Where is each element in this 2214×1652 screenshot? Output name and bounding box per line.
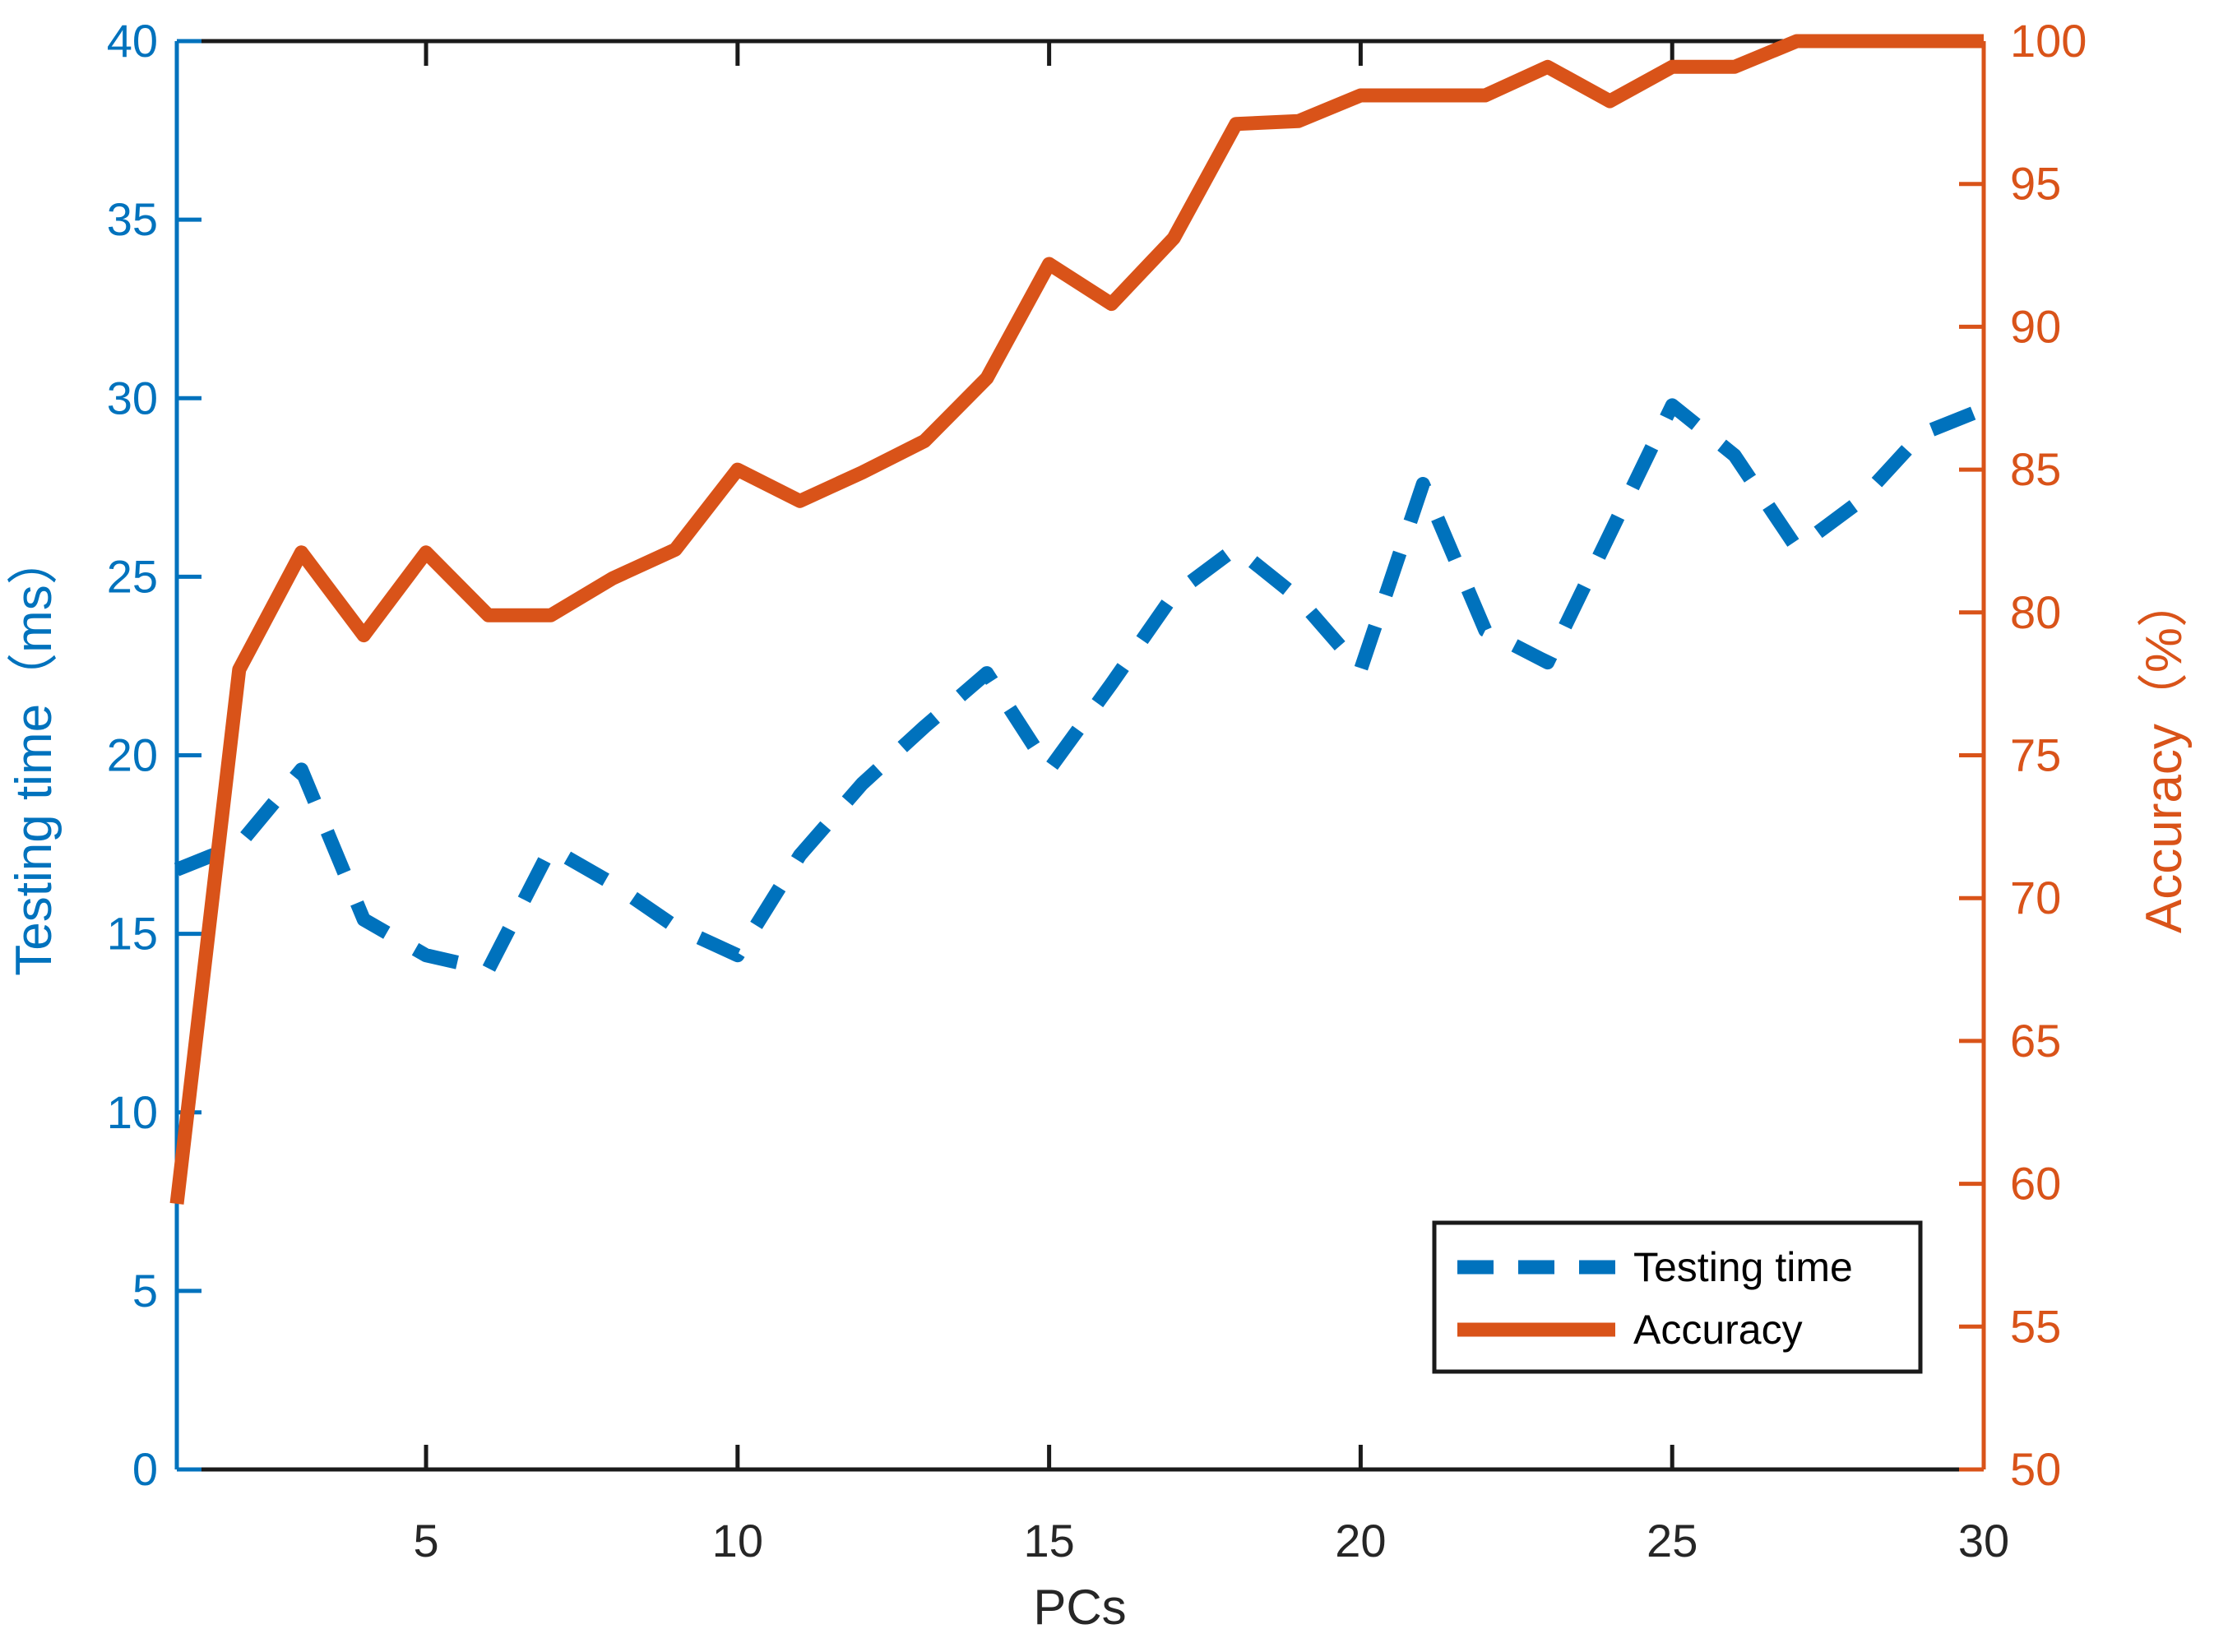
right-tick-label: 55 <box>2010 1300 2061 1352</box>
x-axis-ticks <box>424 41 1674 1469</box>
right-tick-label: 100 <box>2010 15 2087 67</box>
right-tick-label: 85 <box>2010 443 2061 495</box>
x-tick-label: 15 <box>1023 1515 1074 1566</box>
right-tick-label: 65 <box>2010 1015 2061 1067</box>
x-axis-label: PCs <box>1033 1580 1126 1635</box>
right-y-axis <box>1959 39 1986 1472</box>
right-tick-label: 70 <box>2010 872 2061 923</box>
x-tick-label: 20 <box>1335 1515 1386 1566</box>
left-tick-label: 25 <box>107 550 158 602</box>
right-tick-label: 60 <box>2010 1158 2061 1210</box>
left-tick-label: 0 <box>132 1443 158 1495</box>
right-tick-label: 95 <box>2010 158 2061 210</box>
x-tick-label: 30 <box>1958 1515 2009 1566</box>
legend-testing-time-label: Testing time <box>1633 1244 1853 1290</box>
left-tick-labels: 0 5 10 15 20 25 30 35 40 <box>107 15 158 1495</box>
x-tick-label: 5 <box>413 1515 438 1566</box>
left-tick-label: 35 <box>107 193 158 245</box>
left-y-axis-label: Testing time（ms） <box>6 534 63 975</box>
legend-accuracy-label: Accuracy <box>1633 1307 1803 1353</box>
left-tick-label: 30 <box>107 372 158 423</box>
x-tick-label: 10 <box>712 1515 763 1566</box>
accuracy-line <box>169 34 1984 1205</box>
left-tick-label: 5 <box>132 1265 158 1317</box>
x-tick-label: 25 <box>1647 1515 1698 1566</box>
left-tick-label: 20 <box>107 729 158 781</box>
legend: Testing time Accuracy <box>1432 1220 1923 1374</box>
right-y-axis-label: Accuracy（%） <box>2136 576 2193 933</box>
testing-time-line <box>174 398 1987 977</box>
right-tick-label: 80 <box>2010 586 2061 638</box>
right-tick-label: 75 <box>2010 729 2061 781</box>
plot-frame <box>177 39 1984 1472</box>
left-y-axis <box>174 39 201 1472</box>
left-tick-label: 40 <box>107 15 158 67</box>
legend-box <box>1432 1220 1923 1374</box>
right-tick-labels: 50 55 60 65 70 75 80 85 90 95 100 <box>2010 15 2087 1495</box>
left-tick-label: 10 <box>107 1086 158 1138</box>
left-tick-label: 15 <box>107 908 158 960</box>
right-tick-label: 50 <box>2010 1443 2061 1495</box>
x-tick-labels: 5 10 15 20 25 30 <box>413 1515 2009 1566</box>
right-tick-label: 90 <box>2010 300 2061 352</box>
data-series <box>169 34 1987 1205</box>
